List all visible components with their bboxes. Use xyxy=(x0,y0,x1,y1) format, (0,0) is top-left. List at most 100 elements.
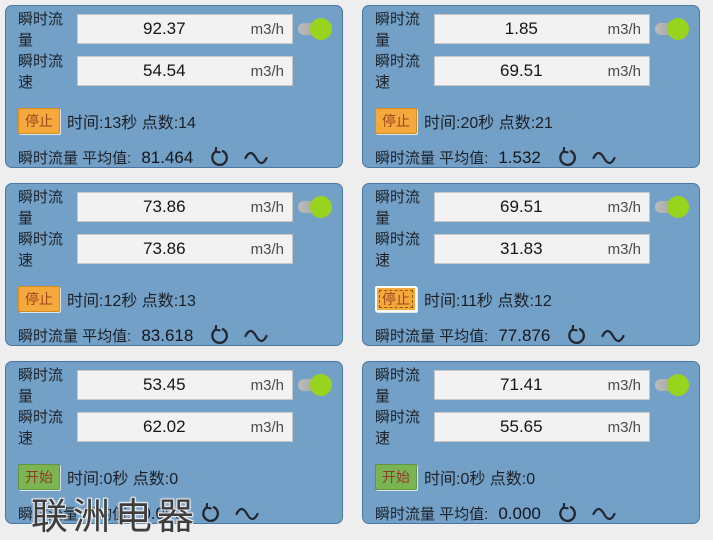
flow-meter-panel-4: 瞬时流量 69.51 m3/h 瞬时流速 31.83 m3/h 停止 时间:11… xyxy=(362,183,700,346)
flow-row: 瞬时流量 69.51 m3/h xyxy=(375,189,689,227)
flow-unit-label: m3/h xyxy=(250,198,284,216)
average-row: 瞬时流量 平均值: 83.618 xyxy=(18,325,332,346)
waveform-icon[interactable] xyxy=(244,329,268,343)
channel-toggle[interactable] xyxy=(655,196,689,218)
average-row: 瞬时流量 平均值: 77.876 xyxy=(375,325,689,346)
flow-value-input[interactable]: 53.45 m3/h xyxy=(77,370,293,400)
velocity-unit-label: m3/h xyxy=(607,418,641,436)
flow-row: 瞬时流量 71.41 m3/h xyxy=(375,367,689,405)
flow-unit-label: m3/h xyxy=(607,198,641,216)
average-label: 瞬时流量 平均值: xyxy=(18,506,132,523)
velocity-value: 31.83 xyxy=(500,239,543,258)
channel-toggle[interactable] xyxy=(298,374,332,396)
average-value: 0.000 xyxy=(498,503,541,523)
flow-unit-label: m3/h xyxy=(250,376,284,394)
start-button[interactable]: 开始 xyxy=(375,464,417,490)
average-row: 瞬时流量 平均值: 1.532 xyxy=(375,147,689,168)
time-points-status: 时间:11秒 点数:12 xyxy=(424,293,552,310)
flow-label: 瞬时流量 xyxy=(375,11,421,49)
stop-button[interactable]: 停止 xyxy=(18,108,60,134)
flow-label: 瞬时流量 xyxy=(18,367,64,405)
toggle-knob-icon xyxy=(310,196,332,218)
velocity-unit-label: m3/h xyxy=(607,240,641,258)
stop-button[interactable]: 停止 xyxy=(375,108,417,134)
average-label: 瞬时流量 平均值: xyxy=(375,328,489,345)
velocity-label: 瞬时流速 xyxy=(375,53,421,91)
average-row: 瞬时流量 平均值: 0.000 xyxy=(18,503,332,524)
average-value: 81.464 xyxy=(141,147,194,167)
velocity-row: 瞬时流速 69.51 m3/h xyxy=(375,53,689,91)
waveform-icon[interactable] xyxy=(601,329,625,343)
flow-value-input[interactable]: 73.86 m3/h xyxy=(77,192,293,222)
velocity-value-input[interactable]: 55.65 m3/h xyxy=(434,412,650,442)
refresh-icon[interactable] xyxy=(209,325,230,346)
status-row: 停止 时间:11秒 点数:12 xyxy=(375,286,689,312)
refresh-icon[interactable] xyxy=(200,503,221,524)
average-value: 0.000 xyxy=(141,503,184,523)
channel-toggle[interactable] xyxy=(655,374,689,396)
velocity-value: 69.51 xyxy=(500,61,543,80)
velocity-label: 瞬时流速 xyxy=(18,53,64,91)
velocity-value-input[interactable]: 31.83 m3/h xyxy=(434,234,650,264)
refresh-icon[interactable] xyxy=(557,147,578,168)
toggle-knob-icon xyxy=(310,374,332,396)
waveform-icon[interactable] xyxy=(592,151,616,165)
flow-label: 瞬时流量 xyxy=(18,11,64,49)
average-value: 77.876 xyxy=(498,325,551,345)
velocity-label: 瞬时流速 xyxy=(375,231,421,269)
stop-button-focused[interactable]: 停止 xyxy=(375,286,417,312)
flow-label: 瞬时流量 xyxy=(375,367,421,405)
flow-value: 69.51 xyxy=(500,197,543,216)
flow-meter-panel-2: 瞬时流量 1.85 m3/h 瞬时流速 69.51 m3/h 停止 时间:20秒… xyxy=(362,5,700,168)
average-label: 瞬时流量 平均值: xyxy=(375,150,489,167)
watermark: 联洲电器 xyxy=(31,496,199,537)
velocity-unit-label: m3/h xyxy=(250,418,284,436)
toggle-knob-icon xyxy=(667,374,689,396)
start-button[interactable]: 开始 xyxy=(18,464,60,490)
waveform-icon[interactable] xyxy=(244,151,268,165)
status-row: 停止 时间:20秒 点数:21 xyxy=(375,108,689,134)
average-label: 瞬时流量 平均值: xyxy=(375,506,489,523)
flow-meter-panel-5: 瞬时流量 53.45 m3/h 瞬时流速 62.02 m3/h 开始 时间:0秒… xyxy=(5,361,343,524)
flow-meter-panel-6: 瞬时流量 71.41 m3/h 瞬时流速 55.65 m3/h 开始 时间:0秒… xyxy=(362,361,700,524)
waveform-icon[interactable] xyxy=(592,507,616,521)
time-points-status: 时间:0秒 点数:0 xyxy=(67,471,179,488)
velocity-row: 瞬时流速 62.02 m3/h xyxy=(18,409,332,447)
velocity-row: 瞬时流速 31.83 m3/h xyxy=(375,231,689,269)
flow-value-input[interactable]: 92.37 m3/h xyxy=(77,14,293,44)
channel-toggle[interactable] xyxy=(298,196,332,218)
time-points-status: 时间:20秒 点数:21 xyxy=(424,115,553,132)
velocity-value-input[interactable]: 73.86 m3/h xyxy=(77,234,293,264)
stop-button[interactable]: 停止 xyxy=(18,286,60,312)
refresh-icon[interactable] xyxy=(566,325,587,346)
refresh-icon[interactable] xyxy=(557,503,578,524)
velocity-value: 54.54 xyxy=(143,61,186,80)
flow-row: 瞬时流量 53.45 m3/h xyxy=(18,367,332,405)
velocity-label: 瞬时流速 xyxy=(18,409,64,447)
toggle-knob-icon xyxy=(667,18,689,40)
flow-meter-grid: 瞬时流量 92.37 m3/h 瞬时流速 54.54 m3/h 停止 时间:13… xyxy=(5,5,700,524)
refresh-icon[interactable] xyxy=(209,147,230,168)
channel-toggle[interactable] xyxy=(298,18,332,40)
velocity-label: 瞬时流速 xyxy=(375,409,421,447)
flow-value-input[interactable]: 69.51 m3/h xyxy=(434,192,650,222)
velocity-value-input[interactable]: 69.51 m3/h xyxy=(434,56,650,86)
average-label: 瞬时流量 平均值: xyxy=(18,328,132,345)
flow-value-input[interactable]: 1.85 m3/h xyxy=(434,14,650,44)
average-value: 83.618 xyxy=(141,325,194,345)
flow-value-input[interactable]: 71.41 m3/h xyxy=(434,370,650,400)
velocity-unit-label: m3/h xyxy=(250,62,284,80)
velocity-value-input[interactable]: 62.02 m3/h xyxy=(77,412,293,442)
flow-value: 71.41 xyxy=(500,375,543,394)
flow-value: 1.85 xyxy=(504,19,538,38)
velocity-unit-label: m3/h xyxy=(250,240,284,258)
channel-toggle[interactable] xyxy=(655,18,689,40)
velocity-value: 55.65 xyxy=(500,417,543,436)
average-row: 瞬时流量 平均值: 0.000 xyxy=(375,503,689,524)
flow-row: 瞬时流量 73.86 m3/h xyxy=(18,189,332,227)
velocity-value-input[interactable]: 54.54 m3/h xyxy=(77,56,293,86)
flow-unit-label: m3/h xyxy=(250,20,284,38)
velocity-label: 瞬时流速 xyxy=(18,231,64,269)
waveform-icon[interactable] xyxy=(235,507,259,521)
velocity-value: 62.02 xyxy=(143,417,186,436)
